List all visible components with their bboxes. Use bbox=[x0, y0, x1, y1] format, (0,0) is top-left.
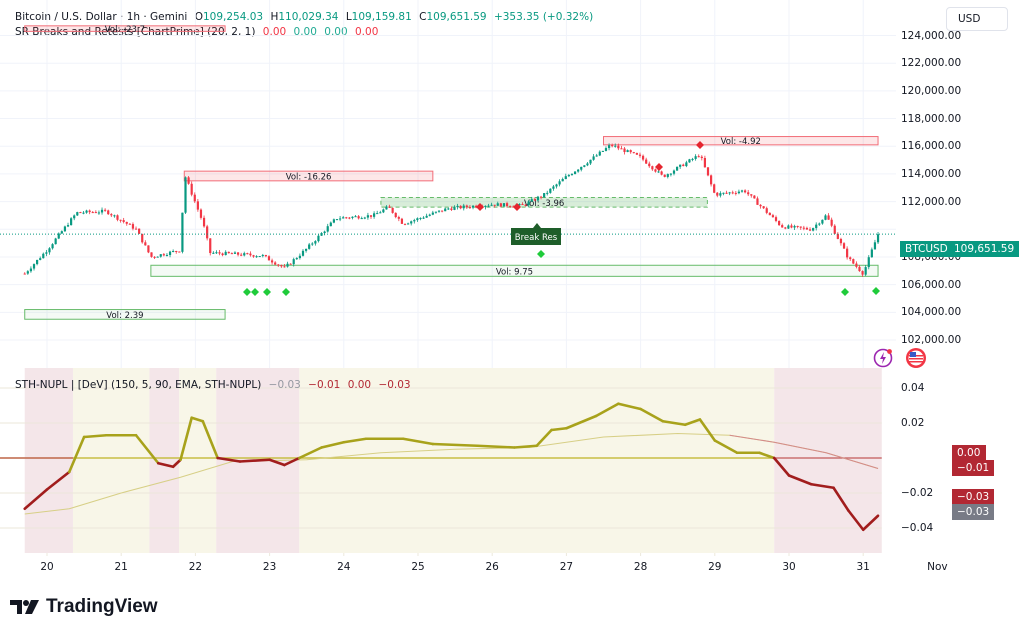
logo-text: TradingView bbox=[46, 596, 158, 617]
nupl-indicator-legend[interactable]: STH-NUPL | [DeV] (150, 5, 90, EMA, STH-N… bbox=[15, 378, 415, 392]
sr-zone: Vol: 9.75 bbox=[150, 264, 879, 277]
nupl-chart[interactable] bbox=[0, 368, 896, 556]
time-tick: Nov bbox=[927, 561, 948, 573]
price-change: +353.35 (+0.32%) bbox=[493, 11, 594, 23]
price-tick: 114,000.00 bbox=[901, 167, 962, 180]
indicator-name: STH-NUPL | [DeV] (150, 5, 90, EMA, STH-N… bbox=[15, 379, 262, 391]
symbol-tag: BTCUSD bbox=[900, 241, 953, 257]
svg-text:Vol: -3.96: Vol: -3.96 bbox=[524, 199, 564, 209]
sr-zone: Vol: 2.39 bbox=[24, 309, 226, 321]
ohlc-open: O109,254.03 bbox=[194, 11, 264, 23]
nupl-value-tag: −0.03 bbox=[952, 489, 995, 505]
time-tick: 26 bbox=[485, 561, 499, 573]
signal-diamond-icon bbox=[696, 141, 704, 149]
indicator-value: 0.00 bbox=[355, 26, 379, 38]
indicator-value: −0.03 bbox=[268, 379, 301, 391]
time-tick: 20 bbox=[40, 561, 54, 573]
indicator-value: −0.01 bbox=[308, 379, 341, 391]
signal-diamond-icon bbox=[243, 288, 251, 296]
price-tick: 120,000.00 bbox=[901, 84, 962, 97]
time-tick: 23 bbox=[262, 561, 277, 573]
signal-diamond-icon bbox=[282, 288, 290, 296]
lightning-alert-button[interactable] bbox=[872, 347, 894, 369]
lightning-icon bbox=[873, 348, 893, 368]
indicator-value: 0.00 bbox=[347, 379, 372, 391]
signal-diamond-icon bbox=[513, 203, 521, 211]
nupl-value-tag: 0.00 bbox=[952, 445, 986, 461]
svg-text:Vol: -4.92: Vol: -4.92 bbox=[721, 137, 761, 147]
svg-text:Break Res: Break Res bbox=[515, 233, 558, 243]
sr-zone: Vol: -23.7 bbox=[24, 25, 226, 35]
sr-zone: Vol: -16.26 bbox=[183, 170, 434, 182]
price-tick: 118,000.00 bbox=[901, 112, 962, 125]
tradingview-logo[interactable]: TradingView bbox=[10, 596, 158, 618]
signal-diamond-icon bbox=[841, 288, 849, 296]
time-tick: 27 bbox=[559, 561, 574, 573]
time-tick: 21 bbox=[114, 561, 128, 573]
nupl-axis[interactable]: 0.04 0.02 −0.02 −0.04 0.00 −0.01 −0.03 −0.03 bbox=[896, 368, 1024, 556]
time-tick: 31 bbox=[856, 561, 870, 573]
indicator-value: 0.00 bbox=[262, 26, 287, 38]
last-price-tag: 109,651.59 bbox=[949, 241, 1020, 257]
nupl-tick: −0.04 bbox=[901, 522, 934, 534]
indicator-value: 0.00 bbox=[324, 26, 348, 38]
nupl-value-tag: −0.01 bbox=[952, 460, 995, 476]
time-tick: 25 bbox=[411, 561, 425, 573]
ohlc-high: H110,029.34 bbox=[270, 11, 339, 23]
sr-zone: Vol: -4.92 bbox=[603, 136, 879, 147]
time-tick: 28 bbox=[633, 561, 648, 573]
symbol-legend[interactable]: Bitcoin / U.S. Dollar · 1h · Gemini O109… bbox=[15, 10, 597, 24]
time-tick: 30 bbox=[782, 561, 796, 573]
symbol-title: Bitcoin / U.S. Dollar · 1h · Gemini bbox=[15, 11, 188, 23]
price-tick: 112,000.00 bbox=[901, 195, 962, 208]
ohlc-low: L109,159.81 bbox=[345, 11, 412, 23]
us-flag-icon bbox=[906, 348, 926, 368]
signal-diamond-icon bbox=[872, 287, 880, 295]
signal-diamond-icon bbox=[655, 163, 663, 171]
price-tick: 106,000.00 bbox=[901, 278, 962, 291]
signal-diamond-icon bbox=[263, 288, 271, 296]
nupl-tick: −0.02 bbox=[901, 487, 934, 499]
sr-zone: Vol: -3.96 bbox=[380, 196, 708, 209]
tradingview-logo-icon bbox=[10, 600, 39, 614]
signal-diamond-icon bbox=[251, 288, 259, 296]
price-tick: 102,000.00 bbox=[901, 334, 962, 346]
price-tick: 122,000.00 bbox=[901, 57, 962, 70]
nupl-value-tag: −0.03 bbox=[952, 504, 995, 520]
price-tick: 104,000.00 bbox=[901, 306, 962, 319]
currency-button[interactable]: USD bbox=[946, 7, 1008, 31]
signal-diamond-icon bbox=[537, 250, 545, 258]
break-res-label: Break Res bbox=[511, 223, 561, 245]
indicator-value: −0.03 bbox=[378, 379, 411, 391]
ohlc-close: C109,651.59 bbox=[419, 11, 487, 23]
price-chart[interactable]: Vol: -23.7 Vol: -16.26 Vol: -3.96 Vol: -4.9… bbox=[0, 0, 896, 368]
time-tick: 22 bbox=[188, 561, 203, 573]
time-axis[interactable]: 20 21 22 23 24 25 26 27 28 29 30 31 Nov bbox=[0, 555, 947, 575]
time-tick: 24 bbox=[337, 561, 351, 573]
svg-text:Vol: -16.26: Vol: -16.26 bbox=[286, 172, 332, 182]
price-tick: 116,000.00 bbox=[901, 140, 962, 153]
indicator-value: 0.00 bbox=[293, 26, 317, 38]
svg-text:Vol: -23.7: Vol: -23.7 bbox=[105, 25, 145, 35]
price-tick: 124,000.00 bbox=[901, 29, 962, 42]
nupl-tick: 0.04 bbox=[901, 382, 925, 394]
time-tick: 29 bbox=[708, 561, 722, 573]
signal-diamond-icon bbox=[476, 203, 484, 211]
us-economic-events-button[interactable] bbox=[905, 347, 927, 369]
nupl-tick: 0.02 bbox=[901, 417, 925, 429]
svg-text:Vol: 9.75: Vol: 9.75 bbox=[496, 267, 533, 277]
price-axis[interactable]: 124,000.00 122,000.00 120,000.00 118,000.00… bbox=[896, 0, 1024, 368]
svg-text:Vol: 2.39: Vol: 2.39 bbox=[106, 311, 143, 321]
